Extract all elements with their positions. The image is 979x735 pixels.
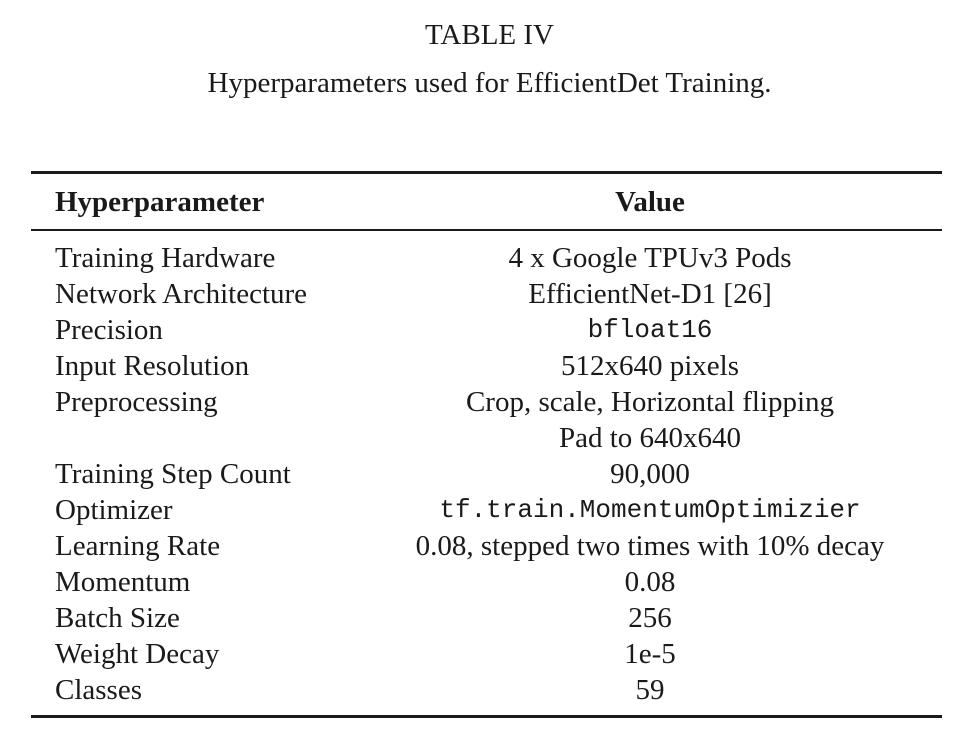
param-cell: Learning Rate: [55, 530, 221, 562]
param-cell: Momentum: [55, 566, 191, 598]
table-row: Momentum 0.08: [0, 564, 979, 600]
table-row: Weight Decay 1e-5: [0, 636, 979, 672]
table-row: Batch Size 256: [0, 600, 979, 636]
table-row: Optimizer tf.train.MomentumOptimizier: [0, 492, 979, 528]
param-cell: Training Step Count: [55, 458, 291, 490]
column-header-value: Value: [615, 186, 685, 218]
param-cell: Precision: [55, 314, 163, 346]
param-cell: Batch Size: [55, 602, 180, 634]
table-caption: Hyperparameters used for EfficientDet Tr…: [207, 67, 772, 99]
value-cell: 512x640 pixels: [560, 350, 740, 382]
value-cell: 59: [635, 674, 665, 706]
param-cell: Weight Decay: [55, 638, 220, 670]
table-row: Network Architecture EfficientNet-D1 [26…: [0, 276, 979, 312]
table-row: Classes 59: [0, 672, 979, 708]
value-cell: 0.08, stepped two times with 10% decay: [415, 530, 885, 562]
value-cell: bfloat16: [587, 315, 713, 345]
table-row: Input Resolution 512x640 pixels: [0, 348, 979, 384]
table-row: Preprocessing Crop, scale, Horizontal fl…: [0, 384, 979, 420]
value-cell: 0.08: [624, 566, 676, 598]
value-cell: 90,000: [610, 458, 690, 490]
bottom-rule: [31, 715, 942, 718]
table-row: Training Step Count 90,000: [0, 456, 979, 492]
table-row: Precision bfloat16: [0, 312, 979, 348]
value-cell: Pad to 640x640: [558, 422, 742, 454]
value-cell: Crop, scale, Horizontal flipping: [465, 386, 835, 418]
param-cell: Classes: [55, 674, 142, 706]
column-header-hyperparameter: Hyperparameter: [55, 186, 265, 218]
header-rule: [31, 229, 942, 231]
value-cell: tf.train.MomentumOptimizier: [439, 495, 861, 525]
param-cell: Training Hardware: [55, 242, 276, 274]
value-cell: 256: [628, 602, 672, 634]
param-cell: Preprocessing: [55, 386, 218, 418]
param-cell: Network Architecture: [55, 278, 308, 310]
table-label: TABLE IV: [425, 19, 554, 51]
table-row: Training Hardware 4 x Google TPUv3 Pods: [0, 240, 979, 276]
top-rule: [31, 171, 942, 174]
value-cell: EfficientNet-D1 [26]: [528, 278, 772, 310]
table-row: Learning Rate 0.08, stepped two times wi…: [0, 528, 979, 564]
value-cell: 4 x Google TPUv3 Pods: [508, 242, 792, 274]
table-header: Hyperparameter Value: [0, 183, 979, 221]
table-body: Training Hardware 4 x Google TPUv3 Pods …: [0, 240, 979, 708]
value-cell: 1e-5: [624, 638, 676, 670]
param-cell: Input Resolution: [55, 350, 250, 382]
table-row: Pad to 640x640: [0, 420, 979, 456]
param-cell: Optimizer: [55, 494, 173, 526]
